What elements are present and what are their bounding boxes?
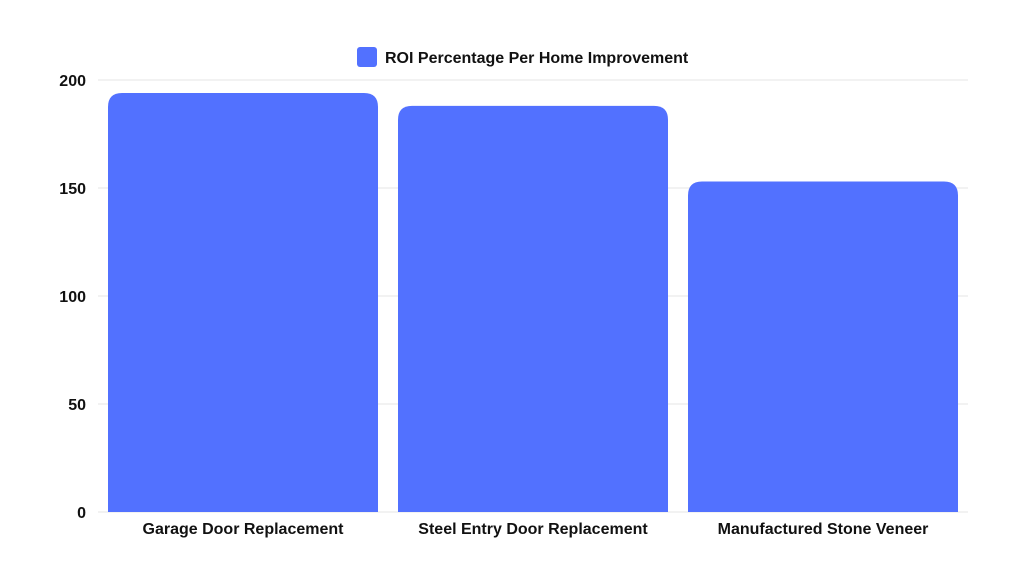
x-axis-labels: Garage Door Replacement Steel Entry Door … [143,521,929,538]
bar [108,92,378,513]
x-category-label: Garage Door Replacement [143,521,345,538]
y-axis-ticks: 0 50 100 150 200 [59,73,86,522]
x-category-label: Steel Entry Door Replacement [418,521,648,538]
x-category-label: Manufactured Stone Veneer [718,521,929,538]
bar [398,105,668,513]
y-tick-label: 50 [68,397,86,414]
legend-swatch [357,47,377,67]
y-tick-label: 150 [59,181,86,198]
legend: ROI Percentage Per Home Improvement [357,47,689,67]
legend-label: ROI Percentage Per Home Improvement [385,50,689,67]
y-tick-label: 100 [59,289,86,306]
bar [688,181,958,512]
bars [108,92,958,513]
y-tick-label: 200 [59,73,86,90]
y-tick-label: 0 [77,505,86,522]
